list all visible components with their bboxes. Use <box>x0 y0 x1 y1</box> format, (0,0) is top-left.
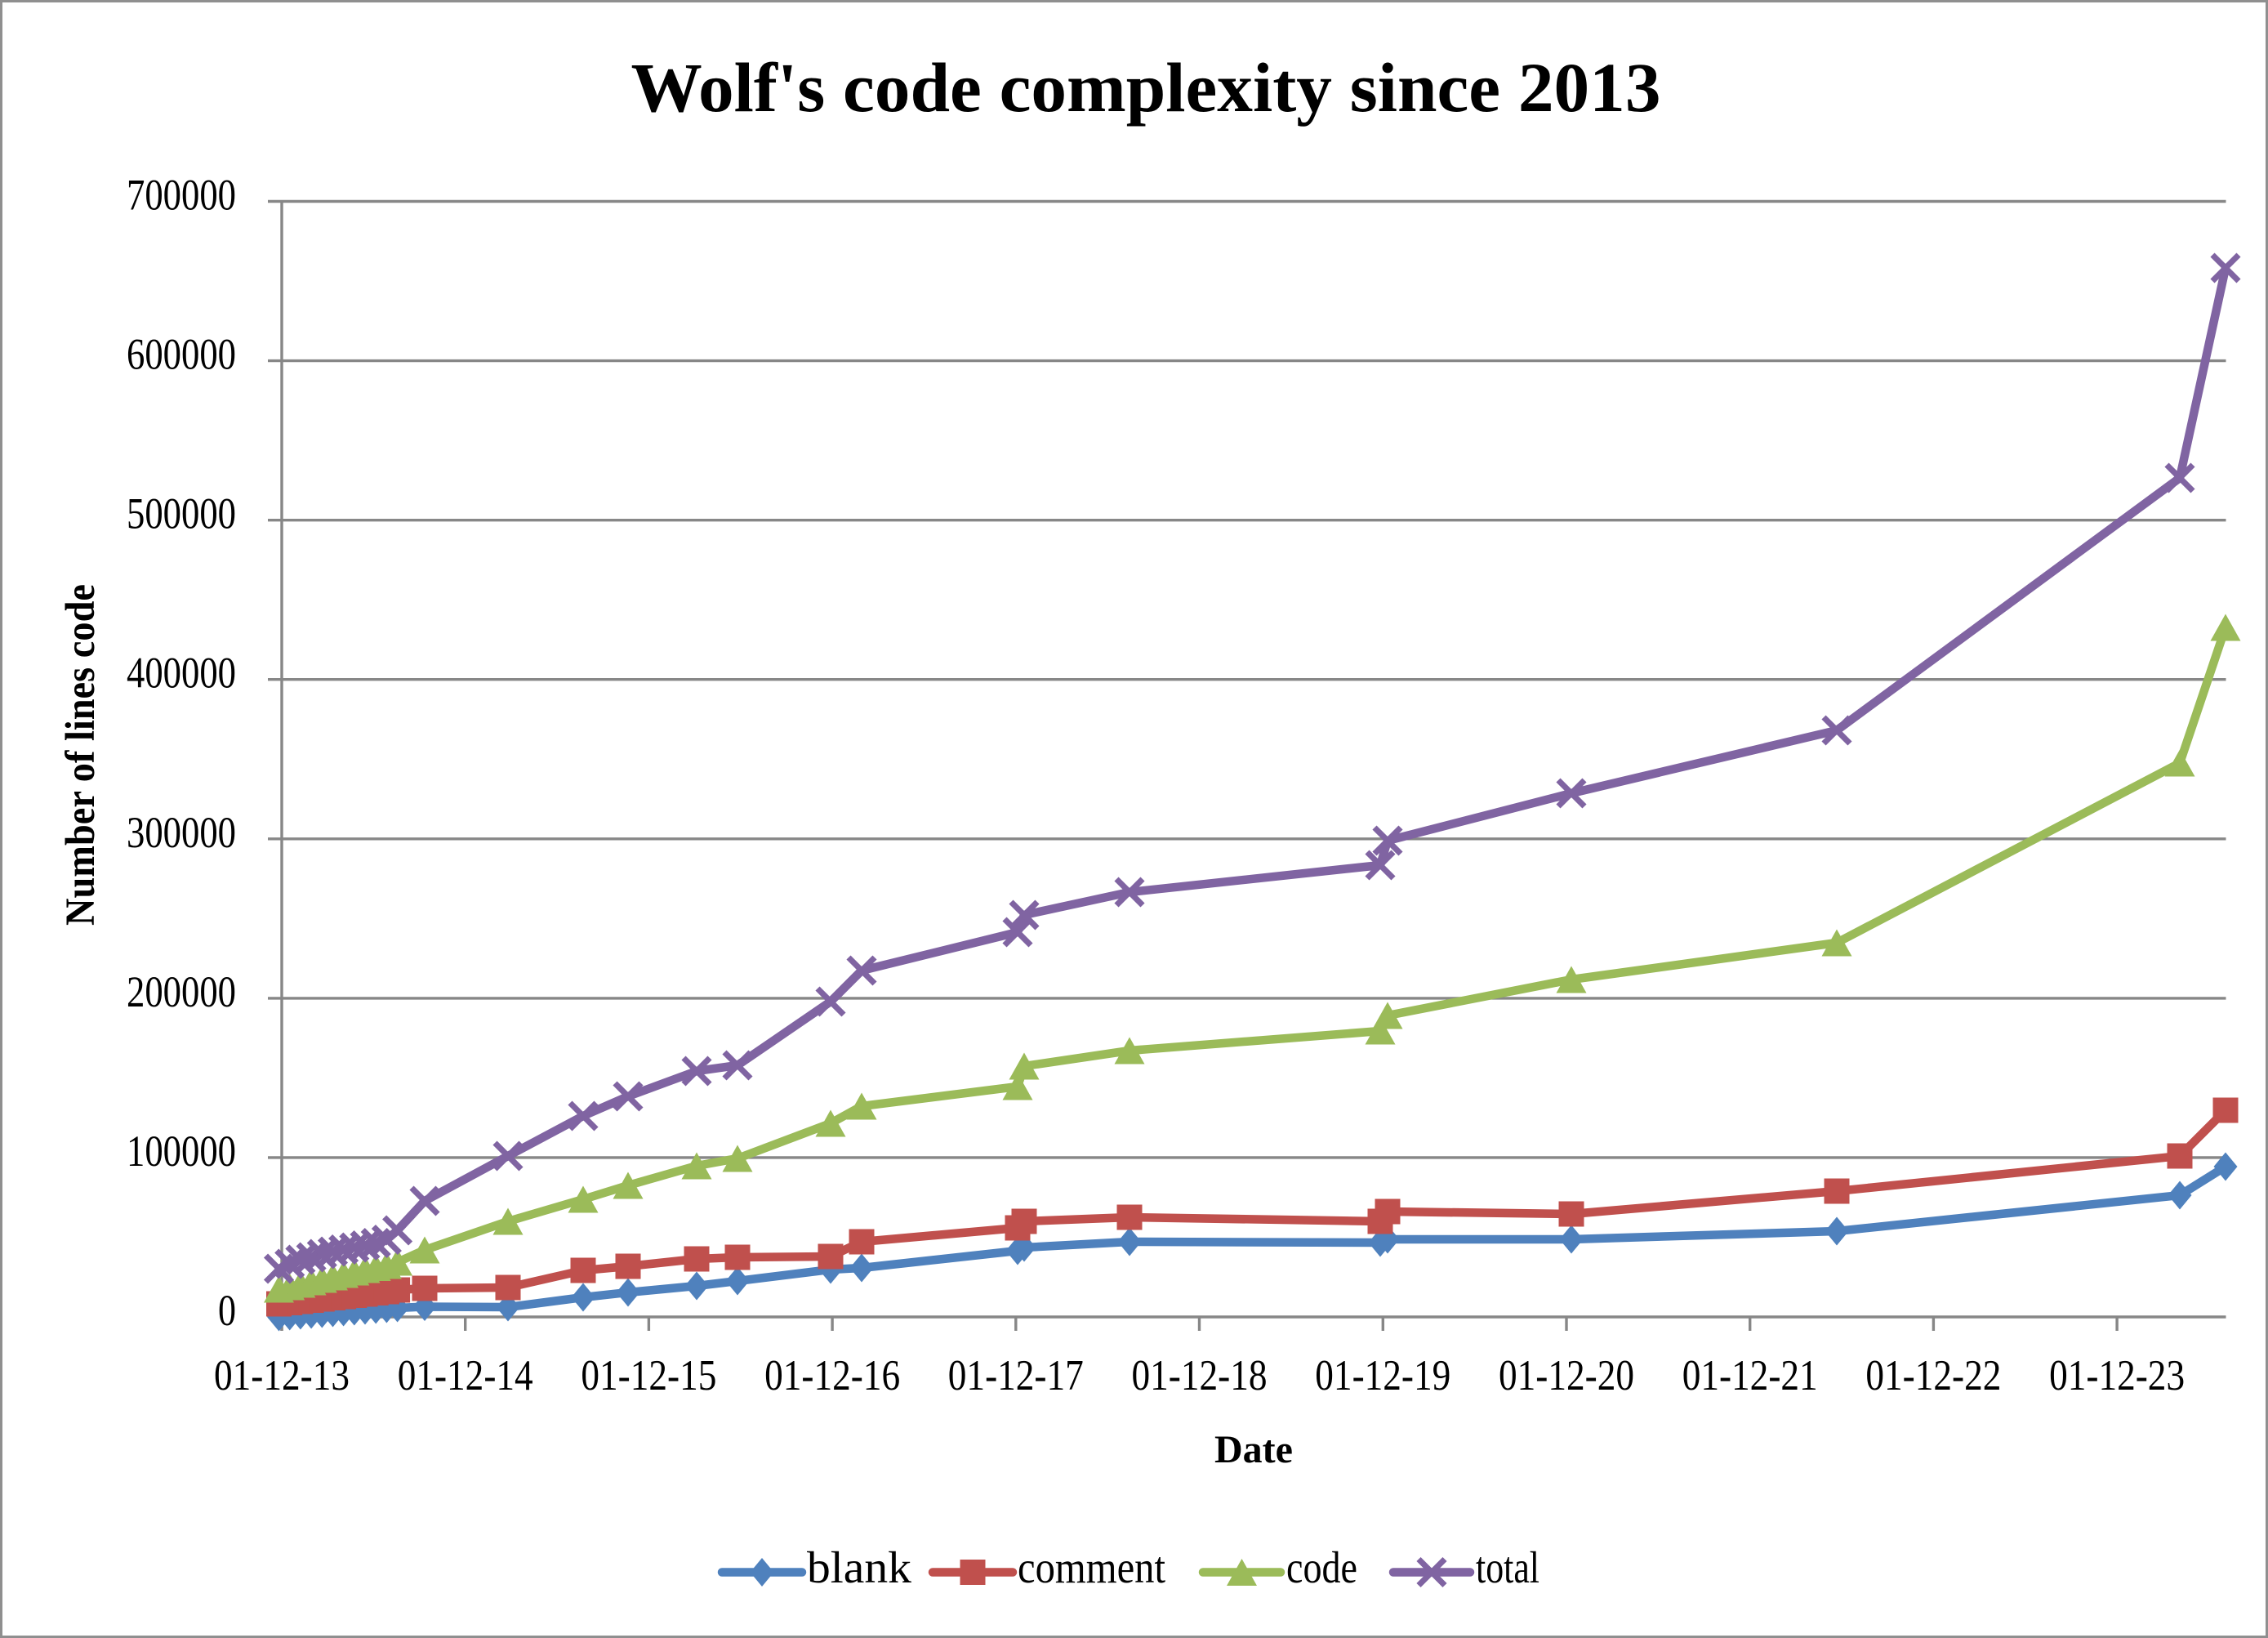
svg-text:01-12-18: 01-12-18 <box>1132 1352 1268 1399</box>
svg-text:500000: 500000 <box>127 489 236 538</box>
svg-text:200000: 200000 <box>127 967 236 1016</box>
svg-text:01-12-23: 01-12-23 <box>2049 1352 2185 1399</box>
svg-text:600000: 600000 <box>127 330 236 379</box>
svg-text:Date: Date <box>1214 1428 1293 1471</box>
svg-text:01-12-16: 01-12-16 <box>764 1352 900 1399</box>
svg-text:01-12-17: 01-12-17 <box>948 1352 1084 1399</box>
svg-text:01-12-15: 01-12-15 <box>581 1352 716 1399</box>
svg-text:400000: 400000 <box>127 649 236 698</box>
svg-text:Wolf's code complexity since 2: Wolf's code complexity since 2013 <box>631 48 1661 127</box>
svg-text:comment: comment <box>1018 1542 1165 1592</box>
svg-text:blank: blank <box>807 1542 912 1592</box>
svg-text:01-12-14: 01-12-14 <box>398 1352 533 1399</box>
svg-text:01-12-22: 01-12-22 <box>1865 1352 2001 1399</box>
svg-text:100000: 100000 <box>127 1127 236 1176</box>
svg-text:Number of lines code: Number of lines code <box>58 584 104 926</box>
svg-text:700000: 700000 <box>127 171 236 220</box>
svg-text:01-12-13: 01-12-13 <box>214 1352 350 1399</box>
svg-text:code: code <box>1286 1542 1357 1592</box>
svg-text:01-12-21: 01-12-21 <box>1682 1352 1818 1399</box>
svg-text:01-12-20: 01-12-20 <box>1499 1352 1634 1399</box>
svg-text:01-12-19: 01-12-19 <box>1315 1352 1450 1399</box>
svg-text:300000: 300000 <box>127 808 236 857</box>
svg-text:total: total <box>1476 1542 1539 1592</box>
svg-text:0: 0 <box>218 1286 236 1335</box>
